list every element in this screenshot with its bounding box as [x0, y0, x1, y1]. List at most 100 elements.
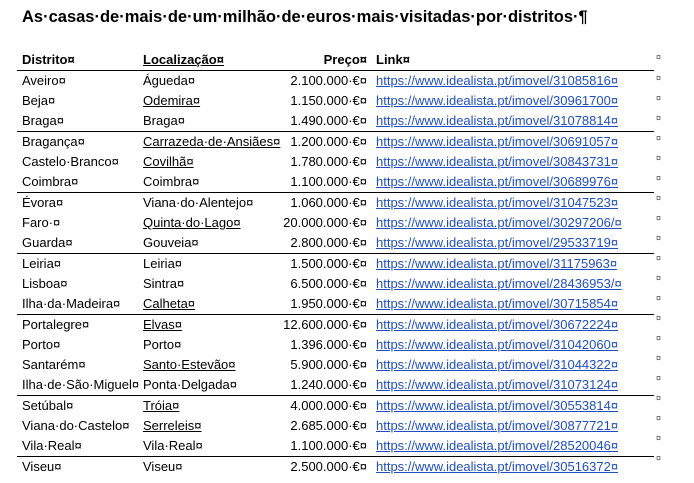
cell-link[interactable]: https://www.idealista.pt/imovel/30553814… [376, 398, 619, 413]
end-of-row-mark: ¤ [656, 313, 662, 323]
end-of-row-mark: ¤ [656, 273, 662, 283]
cell-localizacao: Elvas¤ [143, 317, 183, 332]
cell-link[interactable]: https://www.idealista.pt/imovel/31042060… [376, 337, 619, 352]
cell-distrito: Beja¤ [22, 93, 56, 108]
table-row: Coimbra¤ Coimbra¤ 1.100.000·€¤ https://www.… [17, 172, 654, 192]
cell-link[interactable]: https://www.idealista.pt/imovel/30672224… [376, 317, 619, 332]
table-row: Setúbal¤ Tróia¤ 4.000.000·€¤ https://www.id… [17, 395, 654, 416]
cell-distrito: Guarda¤ [22, 235, 73, 250]
end-of-row-mark: ¤ [656, 133, 662, 143]
cell-distrito: Vila·Real¤ [22, 438, 82, 453]
cell-localizacao: Odemira¤ [143, 93, 201, 108]
cell-localizacao: Gouveia¤ [143, 235, 199, 250]
header-localizacao: Localização¤ [143, 52, 224, 67]
table-row: Lisboa¤ Sintra¤ 6.500.000·€¤ https://www.id… [17, 274, 654, 294]
cell-distrito: Setúbal¤ [22, 398, 74, 413]
cell-distrito: Évora¤ [22, 195, 64, 210]
end-of-row-mark: ¤ [656, 153, 662, 163]
table-row: Beja¤ Odemira¤ 1.150.000·€¤ https://www.ide… [17, 91, 654, 111]
cell-localizacao: Carrazeda·de·Ansiães¤ [143, 134, 281, 149]
end-of-row-mark: ¤ [656, 373, 662, 383]
cell-preco: 20.000.000·€¤ [283, 215, 367, 230]
cell-preco: 1.150.000·€¤ [290, 93, 367, 108]
cell-preco: 1.396.000·€¤ [290, 337, 367, 352]
cell-distrito: Viseu¤ [22, 459, 62, 474]
cell-link[interactable]: https://www.idealista.pt/imovel/30877721… [376, 418, 619, 433]
cell-link[interactable]: https://www.idealista.pt/imovel/29533719… [376, 235, 619, 250]
end-of-row-mark: ¤ [656, 93, 662, 103]
cell-localizacao: Calheta¤ [143, 296, 196, 311]
cell-preco: 1.100.000·€¤ [290, 174, 367, 189]
cell-localizacao: Serreleis¤ [143, 418, 202, 433]
table-header-row: Distrito¤ Localização¤ Preço¤ Link¤ [17, 50, 654, 71]
cell-link[interactable]: https://www.idealista.pt/imovel/28436953… [376, 276, 622, 291]
cell-localizacao: Vila·Real¤ [143, 438, 203, 453]
end-of-row-mark: ¤ [656, 233, 662, 243]
cell-distrito: Faro·¤ [22, 215, 61, 230]
cell-preco: 1.490.000·€¤ [290, 113, 367, 128]
table-row: Guarda¤ Gouveia¤ 2.800.000·€¤ https://www.i… [17, 233, 654, 253]
cell-distrito: Braga¤ [22, 113, 64, 128]
end-of-row-mark: ¤ [656, 73, 662, 83]
table-row: Castelo·Branco¤ Covilhã¤ 1.780.000·€¤ https… [17, 152, 654, 172]
header-distrito: Distrito¤ [22, 52, 75, 67]
cell-preco: 1.200.000·€¤ [290, 134, 367, 149]
table-row: Aveiro¤ Águeda¤ 2.100.000·€¤ https://www.id… [17, 71, 654, 91]
end-of-row-mark: ¤ [656, 193, 662, 203]
cell-link[interactable]: https://www.idealista.pt/imovel/31073124… [376, 377, 619, 392]
end-of-row-mark: ¤ [656, 393, 662, 403]
end-of-row-mark: ¤ [656, 333, 662, 343]
table-row: Braga¤ Braga¤ 1.490.000·€¤ https://www.idea… [17, 111, 654, 131]
header-preco: Preço¤ [323, 52, 367, 67]
cell-preco: 1.100.000·€¤ [290, 438, 367, 453]
document-title: As·casas·de·mais·de·um·milhão·de·euros·m… [22, 8, 588, 26]
end-of-row-mark: ¤ [656, 213, 662, 223]
cell-distrito: Ilha·de·São·Miguel¤ [22, 377, 140, 392]
cell-preco: 4.000.000·€¤ [290, 398, 367, 413]
cell-localizacao: Coimbra¤ [143, 174, 200, 189]
cell-link[interactable]: https://www.idealista.pt/imovel/30689976… [376, 174, 619, 189]
cell-localizacao: Porto¤ [143, 337, 182, 352]
end-of-row-mark: ¤ [656, 453, 662, 463]
cell-localizacao: Sintra¤ [143, 276, 185, 291]
table-row: Évora¤ Viana·do·Alentejo¤ 1.060.000·€¤ http… [17, 192, 654, 213]
table-row: Viana·do·Castelo¤ Serreleis¤ 2.685.000·€¤ h… [17, 416, 654, 436]
cell-link[interactable]: https://www.idealista.pt/imovel/30516372… [376, 459, 619, 474]
cell-link[interactable]: https://www.idealista.pt/imovel/30843731… [376, 154, 619, 169]
table-row: Viseu¤ Viseu¤ 2.500.000·€¤ https://www.idea… [17, 456, 654, 477]
cell-localizacao: Santo·Estevão¤ [143, 357, 236, 372]
table-row: Leiria¤ Leiria¤ 1.500.000·€¤ https://www.id… [17, 253, 654, 274]
cell-distrito: Ilha·da·Madeira¤ [22, 296, 121, 311]
cell-preco: 1.060.000·€¤ [290, 195, 367, 210]
table-row: Santarém¤ Santo·Estevão¤ 5.900.000·€¤ https… [17, 355, 654, 375]
end-of-row-mark: ¤ [656, 113, 662, 123]
cell-distrito: Santarém¤ [22, 357, 86, 372]
cell-preco: 1.950.000·€¤ [290, 296, 367, 311]
cell-distrito: Coimbra¤ [22, 174, 79, 189]
cell-link[interactable]: https://www.idealista.pt/imovel/28520046… [376, 438, 619, 453]
cell-link[interactable]: https://www.idealista.pt/imovel/31085816… [376, 73, 619, 88]
cell-distrito: Aveiro¤ [22, 73, 66, 88]
cell-preco: 1.240.000·€¤ [290, 377, 367, 392]
cell-link[interactable]: https://www.idealista.pt/imovel/30961700… [376, 93, 619, 108]
end-of-row-mark: ¤ [656, 433, 662, 443]
end-of-row-mark: ¤ [656, 353, 662, 363]
cell-link[interactable]: https://www.idealista.pt/imovel/30691057… [376, 134, 619, 149]
cell-localizacao: Quinta·do·Lago¤ [143, 215, 241, 230]
cell-localizacao: Tróia¤ [143, 398, 180, 413]
table-row: Faro·¤ Quinta·do·Lago¤ 20.000.000·€¤ https:… [17, 213, 654, 233]
cell-link[interactable]: https://www.idealista.pt/imovel/31047523… [376, 195, 619, 210]
cell-link[interactable]: https://www.idealista.pt/imovel/31175963… [376, 256, 618, 271]
cell-preco: 2.500.000·€¤ [290, 459, 367, 474]
cell-localizacao: Ponta·Delgada¤ [143, 377, 237, 392]
end-of-row-mark: ¤ [656, 253, 662, 263]
table-row: Vila·Real¤ Vila·Real¤ 1.100.000·€¤ https://… [17, 436, 654, 456]
cell-link[interactable]: https://www.idealista.pt/imovel/30297206… [376, 215, 622, 230]
table-row: Portalegre¤ Elvas¤ 12.600.000·€¤ https://ww… [17, 314, 654, 335]
cell-link[interactable]: https://www.idealista.pt/imovel/31078814… [376, 113, 619, 128]
cell-link[interactable]: https://www.idealista.pt/imovel/31044322… [376, 357, 619, 372]
cell-preco: 2.100.000·€¤ [290, 73, 367, 88]
cell-distrito: Portalegre¤ [22, 317, 90, 332]
end-of-row-mark: ¤ [656, 413, 662, 423]
cell-link[interactable]: https://www.idealista.pt/imovel/30715854… [376, 296, 619, 311]
